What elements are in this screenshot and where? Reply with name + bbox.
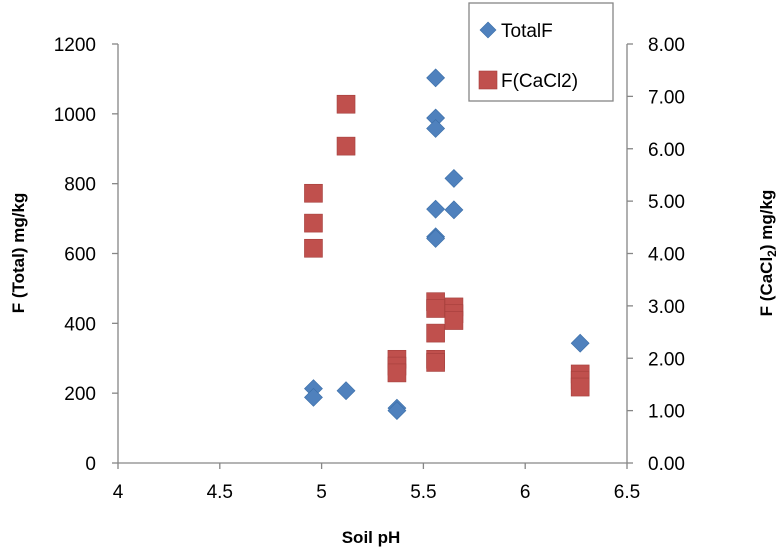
x-tick-label: 6: [520, 482, 531, 503]
y2-tick-label: 4.00: [648, 245, 685, 266]
y2-tick-label: 2.00: [648, 349, 685, 370]
y2-tick-label: 1.00: [648, 402, 685, 423]
y2-tick-label: 7.00: [648, 87, 685, 108]
data-point-fcacl2: [387, 363, 407, 383]
x-tick-label: 4: [113, 482, 124, 503]
legend-marker-totalf: [479, 21, 497, 39]
data-point-totalf: [426, 119, 446, 138]
legend-label: TotalF: [501, 21, 553, 42]
x-axis-title: Soil pH: [342, 528, 401, 547]
data-point-totalf: [426, 68, 446, 88]
tick-labels: 4 4.5 5 5.5 6 6.5 0 200 400 600 800 1000 1200 0.00 1.0…: [54, 35, 685, 503]
y-axis-title: F (Total) mg/kg: [9, 193, 28, 314]
y2-axis-title-part-1: F (CaCl: [757, 257, 776, 317]
y-tick-label: 1200: [54, 35, 96, 56]
x-tick-label: 4.5: [207, 482, 233, 503]
data-point-fcacl2: [304, 238, 323, 258]
data-point-totalf: [426, 229, 446, 248]
y-tick-label: 1000: [54, 105, 96, 126]
y2-tick-label: 5.00: [648, 192, 685, 213]
data-point-totalf: [444, 169, 464, 188]
y-tick-label: 200: [64, 384, 96, 405]
y-tick-label: 0: [85, 454, 96, 475]
legend: TotalF F(CaCl2): [468, 2, 614, 102]
y-tick-label: 600: [64, 245, 96, 266]
y-tick-label: 800: [64, 175, 96, 196]
data-point-fcacl2: [426, 323, 445, 343]
data-point-totalf: [570, 333, 590, 353]
data-point-totalf: [426, 199, 446, 219]
y2-tick-label: 0.00: [648, 454, 685, 475]
legend-label: F(CaCl2): [501, 71, 578, 92]
data-points: [304, 68, 590, 421]
data-point-fcacl2: [304, 183, 323, 203]
x-tick-label: 6.5: [614, 482, 640, 503]
data-point-fcacl2: [426, 353, 445, 372]
data-point-totalf: [387, 401, 407, 421]
data-point-totalf: [444, 200, 464, 220]
y2-tick-label: 6.00: [648, 140, 685, 161]
data-point-fcacl2: [570, 377, 590, 397]
data-point-fcacl2: [304, 213, 323, 233]
data-point-totalf: [336, 381, 356, 401]
data-point-fcacl2: [444, 311, 464, 330]
data-point-fcacl2: [426, 299, 445, 318]
y2-tick-label: 8.00: [648, 35, 685, 56]
data-point-fcacl2: [336, 136, 356, 156]
x-tick-label: 5: [316, 482, 327, 503]
x-tick-label: 5.5: [410, 482, 436, 503]
y2-axis-title-part-2: ) mg/kg: [757, 190, 776, 250]
y2-axis-title-subscript: 2: [765, 250, 779, 257]
y2-axis-title: F (CaCl2) mg/kg: [757, 190, 779, 317]
axes: [112, 43, 633, 469]
data-point-totalf: [304, 387, 323, 407]
y2-tick-label: 3.00: [648, 297, 685, 318]
data-point-fcacl2: [336, 94, 356, 114]
legend-marker-fcacl2: [478, 70, 498, 90]
y-tick-label: 400: [64, 314, 96, 335]
